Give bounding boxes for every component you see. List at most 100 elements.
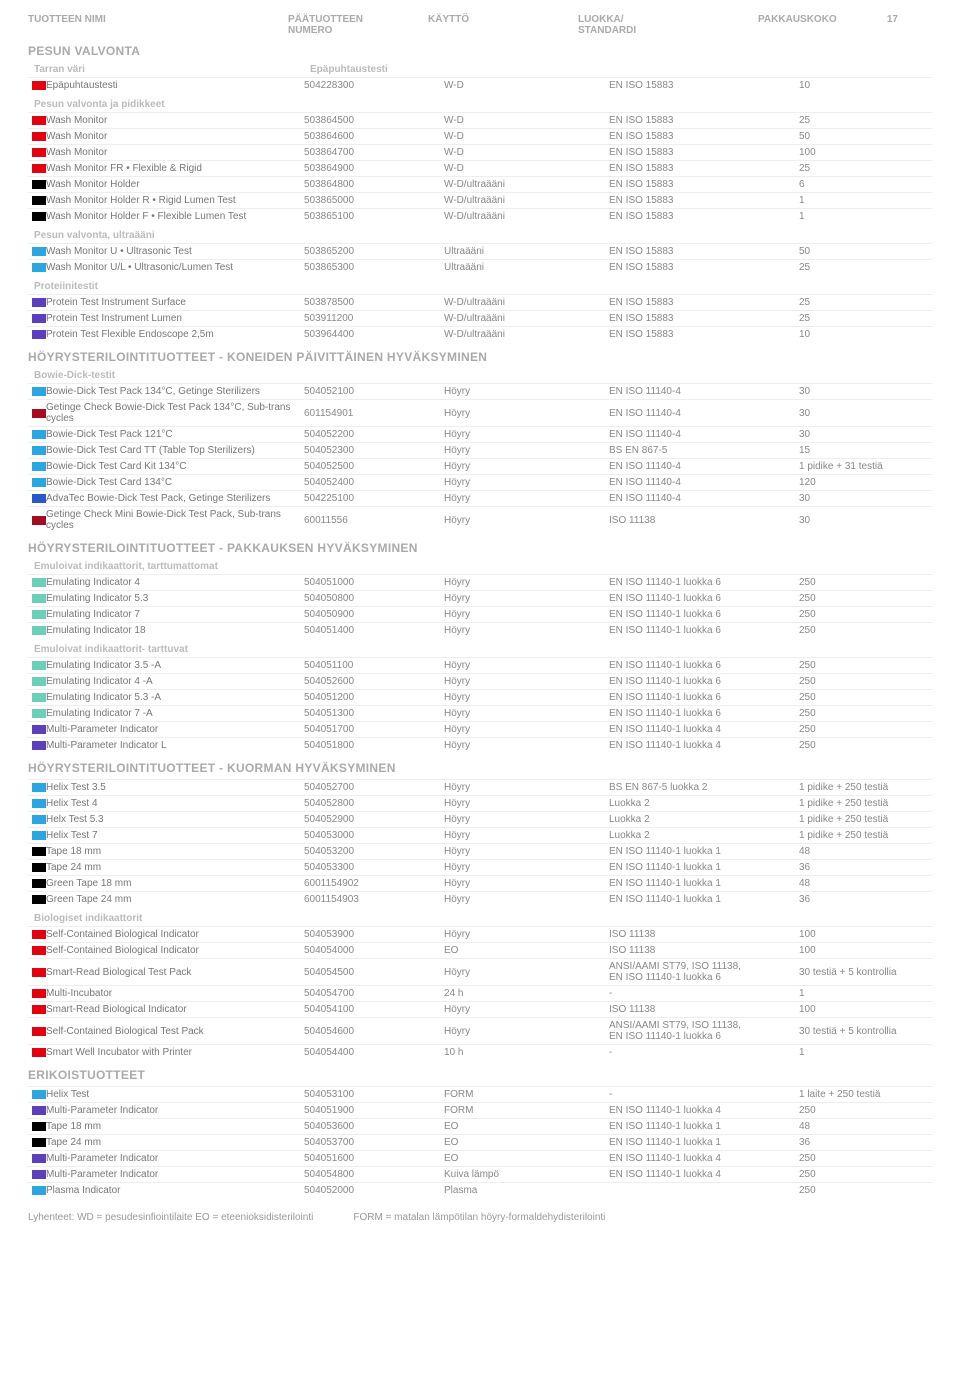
col-name: TUOTTEEN NIMI (28, 14, 288, 25)
cell: W-D (444, 163, 609, 174)
cell: EO (444, 1153, 609, 1164)
cell: 503864700 (304, 147, 444, 158)
cell: 504053700 (304, 1137, 444, 1148)
cell: Wash Monitor Holder R • Rigid Lumen Test (46, 195, 304, 206)
color-swatch (32, 725, 46, 734)
cell: Multi-Parameter Indicator (46, 724, 304, 735)
cell: Getinge Check Bowie-Dick Test Pack 134°C… (46, 402, 304, 424)
cell: 504052000 (304, 1185, 444, 1196)
cell: Multi-Parameter Indicator L (46, 740, 304, 751)
cell: Wash Monitor (46, 131, 304, 142)
cell: 250 (799, 593, 909, 604)
cell: 504052100 (304, 386, 444, 397)
color-swatch (32, 741, 46, 750)
cell: 250 (799, 692, 909, 703)
cell: EN ISO 15883 (609, 179, 799, 190)
table-row: Wash Monitor Holder503864800W-D/ultraään… (28, 176, 932, 192)
cell: 6 (799, 179, 909, 190)
cell: 1 (799, 211, 909, 222)
cell: Höyry (444, 1004, 609, 1015)
cell: Protein Test Flexible Endoscope 2,5m (46, 329, 304, 340)
group-subtitle: Proteiinitestit (34, 281, 932, 292)
cell: Tape 18 mm (46, 1121, 304, 1132)
cell: 60011556 (304, 515, 444, 526)
color-swatch (32, 1186, 46, 1195)
cell: Höyry (444, 577, 609, 588)
color-swatch (32, 387, 46, 396)
table-row: Multi-Parameter Indicator L504051800Höyr… (28, 737, 932, 753)
cell: Höyry (444, 429, 609, 440)
cell: W-D/ultraääni (444, 297, 609, 308)
cell: 504051800 (304, 740, 444, 751)
cell: EN ISO 11140-1 luokka 1 (609, 1137, 799, 1148)
cell: ANSI/AAMI ST79, ISO 11138, EN ISO 11140-… (609, 1020, 799, 1042)
color-swatch (32, 989, 46, 998)
color-swatch (32, 946, 46, 955)
color-swatch (32, 626, 46, 635)
table-row: Emulating Indicator 5.3504050800HöyryEN … (28, 590, 932, 606)
cell: 504052500 (304, 461, 444, 472)
cell: EN ISO 11140-1 luokka 1 (609, 878, 799, 889)
cell: EO (444, 945, 609, 956)
cell: EN ISO 15883 (609, 131, 799, 142)
cell: 250 (799, 676, 909, 687)
cell: 30 testiä + 5 kontrollia (799, 1026, 909, 1037)
cell: Höyry (444, 814, 609, 825)
cell: W-D (444, 131, 609, 142)
color-swatch (32, 330, 46, 339)
cell: 503865100 (304, 211, 444, 222)
cell: EO (444, 1121, 609, 1132)
cell: 504051200 (304, 692, 444, 703)
color-swatch (32, 446, 46, 455)
color-swatch (32, 831, 46, 840)
cell: 6001154902 (304, 878, 444, 889)
cell: 10 h (444, 1047, 609, 1058)
table-row: Wash Monitor U • Ultrasonic Test50386520… (28, 243, 932, 259)
cell: - (609, 1047, 799, 1058)
cell: EN ISO 11140-4 (609, 408, 799, 419)
cell: EN ISO 11140-1 luokka 1 (609, 846, 799, 857)
cell: 504225100 (304, 493, 444, 504)
color-swatch (32, 1154, 46, 1163)
cell: Getinge Check Mini Bowie-Dick Test Pack,… (46, 509, 304, 531)
cell: Höyry (444, 878, 609, 889)
column-header-row: TUOTTEEN NIMI PÄÄTUOTTEEN NUMERO KÄYTTÖ … (28, 14, 932, 36)
cell: EN ISO 11140-4 (609, 386, 799, 397)
footer-left: Lyhenteet: WD = pesudesinfiointilaite EO… (28, 1212, 313, 1223)
cell: 1 (799, 988, 909, 999)
cell: 25 (799, 115, 909, 126)
group-subtitle: Emuloivat indikaattorit, tarttumattomat (34, 561, 932, 572)
cell: 30 (799, 408, 909, 419)
cell: Green Tape 24 mm (46, 894, 304, 905)
table-row: Smart Well Incubator with Printer5040544… (28, 1044, 932, 1060)
cell: EN ISO 15883 (609, 297, 799, 308)
color-swatch (32, 314, 46, 323)
table-row: Tape 24 mm504053700EOEN ISO 11140-1 luok… (28, 1134, 932, 1150)
cell: Bowie-Dick Test Pack 121°C (46, 429, 304, 440)
color-swatch (32, 116, 46, 125)
cell: Höyry (444, 660, 609, 671)
color-swatch (32, 1170, 46, 1179)
cell: EN ISO 15883 (609, 163, 799, 174)
cell: 504052400 (304, 477, 444, 488)
cell: 504052600 (304, 676, 444, 687)
table-row: Protein Test Instrument Surface503878500… (28, 294, 932, 310)
group-subtitle: Pesun valvonta, ultraääni (34, 230, 932, 241)
color-swatch (32, 594, 46, 603)
cell: 250 (799, 1153, 909, 1164)
cell: 1 pidike + 250 testiä (799, 830, 909, 841)
table-row: Self-Contained Biological Indicator50405… (28, 926, 932, 942)
color-swatch (32, 81, 46, 90)
cell: Höyry (444, 782, 609, 793)
color-swatch (32, 196, 46, 205)
color-swatch (32, 709, 46, 718)
cell: Emulating Indicator 5.3 (46, 593, 304, 604)
cell: FORM (444, 1089, 609, 1100)
table-row: Bowie-Dick Test Card 134°C504052400Höyry… (28, 474, 932, 490)
cell: Helix Test (46, 1089, 304, 1100)
cell: 1 pidike + 250 testiä (799, 798, 909, 809)
cell: Smart-Read Biological Test Pack (46, 967, 304, 978)
table-row: Emulating Indicator 4 -A504052600HöyryEN… (28, 673, 932, 689)
cell: 504051900 (304, 1105, 444, 1116)
cell: EN ISO 15883 (609, 313, 799, 324)
